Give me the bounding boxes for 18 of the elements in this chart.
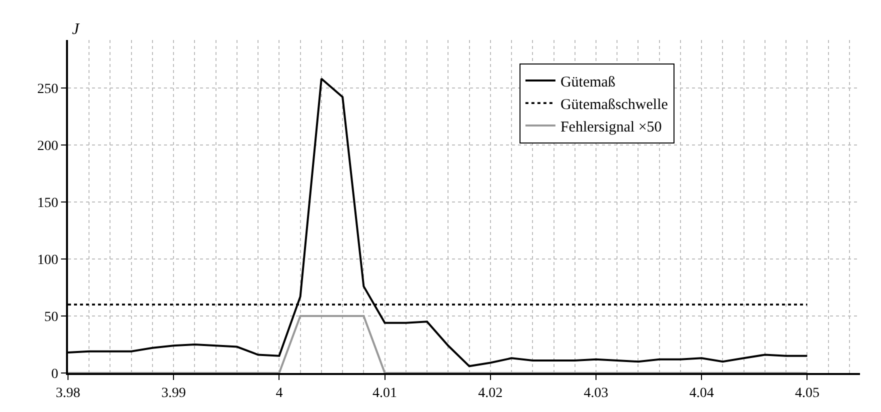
x-tick-label: 3.99 <box>161 386 186 401</box>
y-axis-title: J <box>72 21 80 38</box>
legend-label: Gütemaß <box>560 74 616 90</box>
y-tick-label: 150 <box>37 196 58 211</box>
y-tick-label: 0 <box>51 366 58 382</box>
legend-label: Fehlersignal ×50 <box>560 119 662 136</box>
y-tick-label: 50 <box>44 310 58 325</box>
x-tick-label: 4 <box>276 386 283 401</box>
x-tick-label: 4.04 <box>689 386 714 401</box>
x-tick-label: 4.03 <box>584 386 608 401</box>
x-tick-label: 3.98 <box>56 386 80 401</box>
y-tick-label: 200 <box>37 138 58 154</box>
x-tick-label: 4.01 <box>372 386 398 401</box>
x-tick-label: 4.02 <box>478 386 503 401</box>
legend-label: Gütemaßschwelle <box>560 96 668 113</box>
y-tick-label: 100 <box>37 252 58 268</box>
x-tick-label: 4.05 <box>794 386 820 401</box>
y-tick-label: 250 <box>37 82 58 97</box>
